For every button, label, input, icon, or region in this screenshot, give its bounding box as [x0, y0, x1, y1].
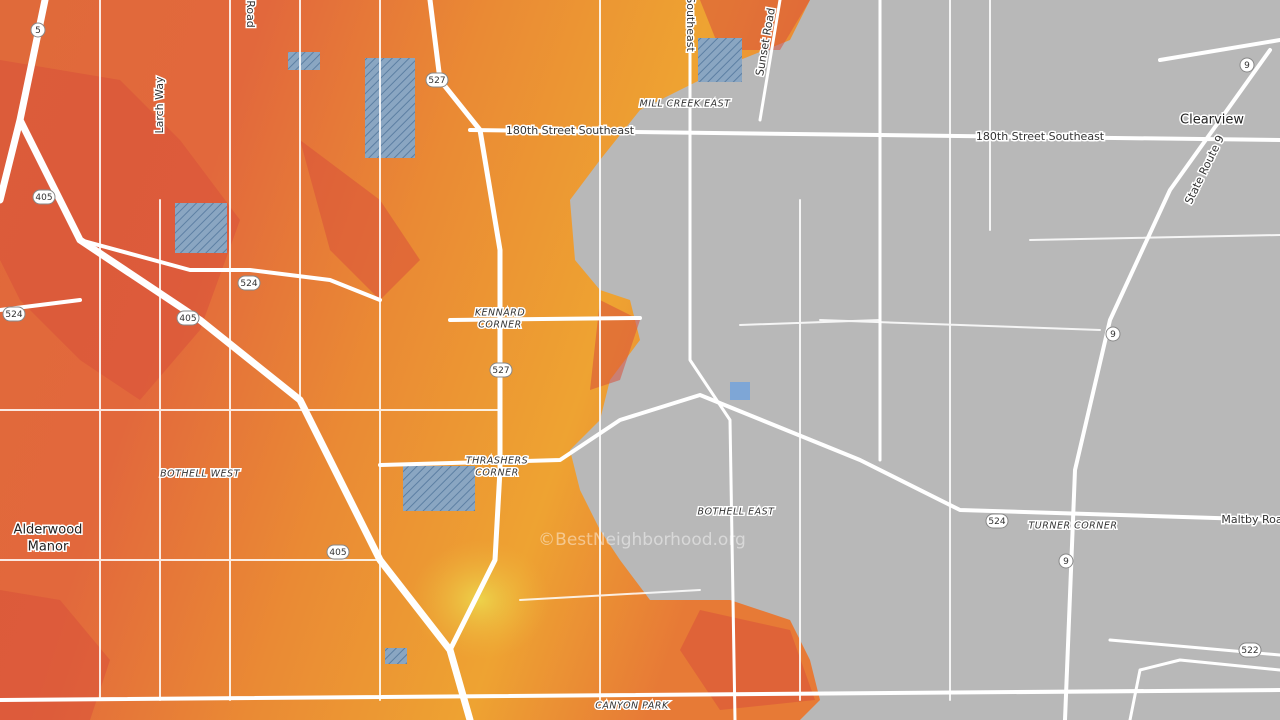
watermark: ©BestNeighborhood.org [538, 530, 746, 550]
route-shield: 522 [1238, 642, 1262, 658]
heat-red [0, 0, 815, 720]
place-label: CORNER [475, 468, 518, 479]
street-label: 180th Street Southeast [506, 124, 635, 137]
route-shield: 405 [32, 189, 56, 205]
shield-label: 527 [428, 76, 445, 86]
route-shield: 9 [1239, 57, 1255, 73]
route-shield: 527 [425, 72, 449, 88]
street-label: Larch Way [153, 76, 166, 134]
route-shield: 524 [237, 275, 261, 291]
shield-badge [1058, 553, 1074, 569]
place-label: TURNER CORNER [1028, 521, 1117, 532]
shield-label: 527 [492, 366, 509, 376]
place-label: CORNER [478, 320, 521, 331]
route-shield: 405 [176, 310, 200, 326]
shield-badge [425, 72, 449, 88]
town-label: Clearview [1180, 113, 1244, 128]
shield-label: 524 [988, 517, 1005, 527]
route-shield: 527 [489, 362, 513, 378]
park [698, 38, 742, 82]
street-label: Maltby Roa [1221, 513, 1280, 526]
place-label: MILL CREEK EAST [640, 99, 732, 110]
shield-badge [237, 275, 261, 291]
shield-label: 9 [1063, 557, 1069, 567]
route-shield: 405 [326, 544, 350, 560]
shield-label: 405 [35, 193, 52, 203]
road [378, 128, 1280, 522]
park [385, 648, 407, 664]
street-label: Southeast [684, 0, 697, 52]
street [0, 0, 1280, 701]
shield-label: 524 [5, 310, 22, 320]
street-label: Road [244, 0, 257, 28]
lake [730, 382, 750, 400]
shield-badge [32, 189, 56, 205]
shield-label: 405 [329, 548, 346, 558]
route-shield: 9 [1105, 326, 1121, 342]
heat-yellow [410, 540, 550, 660]
parks [175, 38, 750, 664]
shield-badge [30, 22, 46, 38]
shield-badge [1105, 326, 1121, 342]
park [365, 58, 415, 158]
town-label: Manor [28, 540, 69, 555]
shield-badge [1238, 642, 1262, 658]
park [403, 466, 475, 511]
place-label: BOTHELL EAST [698, 507, 776, 518]
shield-label: 524 [240, 279, 257, 289]
shield-badge [176, 310, 200, 326]
shield-label: 9 [1110, 330, 1116, 340]
park [175, 203, 227, 253]
place-label: KENNARD [475, 308, 525, 319]
place-label: CANYON PARK [595, 701, 669, 712]
place-label: BOTHELL WEST [160, 469, 240, 480]
park [288, 52, 320, 70]
route-shield: 9 [1058, 553, 1074, 569]
shield-badge [985, 513, 1009, 529]
route-shield: 5 [30, 22, 46, 38]
highway [1063, 38, 1280, 720]
shield-badge [2, 306, 26, 322]
shield-badge [1239, 57, 1255, 73]
route-shield: 524 [985, 513, 1009, 529]
shield-label: 5 [35, 26, 41, 36]
shield-label: 522 [1241, 646, 1258, 656]
shield-label: 405 [179, 314, 196, 324]
town-label: Alderwood [14, 523, 83, 538]
shield-label: 9 [1244, 61, 1250, 71]
shield-badge [326, 544, 350, 560]
road [688, 0, 1280, 720]
street-label: 180th Street Southeast [976, 130, 1105, 143]
shield-badge [489, 362, 513, 378]
route-shield: 524 [2, 306, 26, 322]
place-label: THRASHERS [466, 456, 528, 467]
